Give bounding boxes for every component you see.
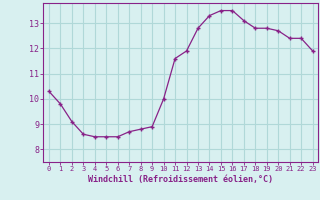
X-axis label: Windchill (Refroidissement éolien,°C): Windchill (Refroidissement éolien,°C) [88, 175, 273, 184]
